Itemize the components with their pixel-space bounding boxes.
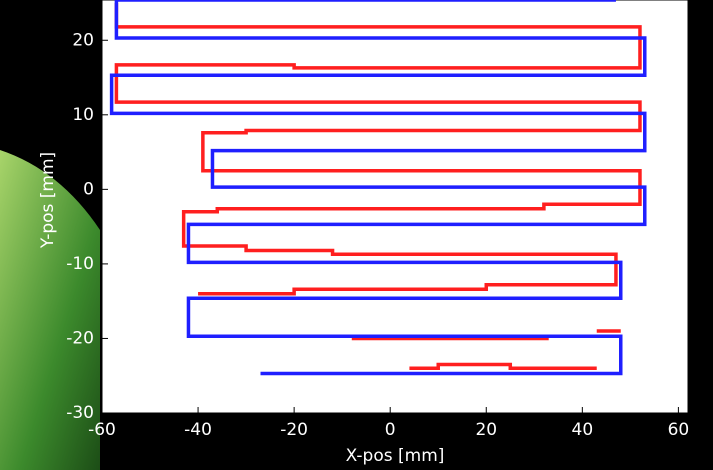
x-tick-label: -20 <box>280 420 308 440</box>
series-line <box>114 2 642 371</box>
x-tick-label: 0 <box>385 420 396 440</box>
y-tick-label: 10 <box>72 105 94 125</box>
y-tick-label: -30 <box>66 403 94 423</box>
x-axis-label: X-pos [mm] <box>346 446 445 466</box>
background-decoration <box>0 150 100 470</box>
x-tick-label: -60 <box>88 420 116 440</box>
y-tick-label: -10 <box>66 254 94 274</box>
x-tick-label: -40 <box>184 420 212 440</box>
x-tick-label: 40 <box>572 420 594 440</box>
x-tick-label: 60 <box>668 420 690 440</box>
x-tick-label: 20 <box>475 420 497 440</box>
y-tick-label: 0 <box>83 179 94 199</box>
plot-area <box>101 0 689 414</box>
y-tick-label: -20 <box>66 328 94 348</box>
y-tick-label: 20 <box>72 30 94 50</box>
series-line <box>109 0 647 376</box>
y-axis-label: Y-pos [mm] <box>38 152 58 249</box>
